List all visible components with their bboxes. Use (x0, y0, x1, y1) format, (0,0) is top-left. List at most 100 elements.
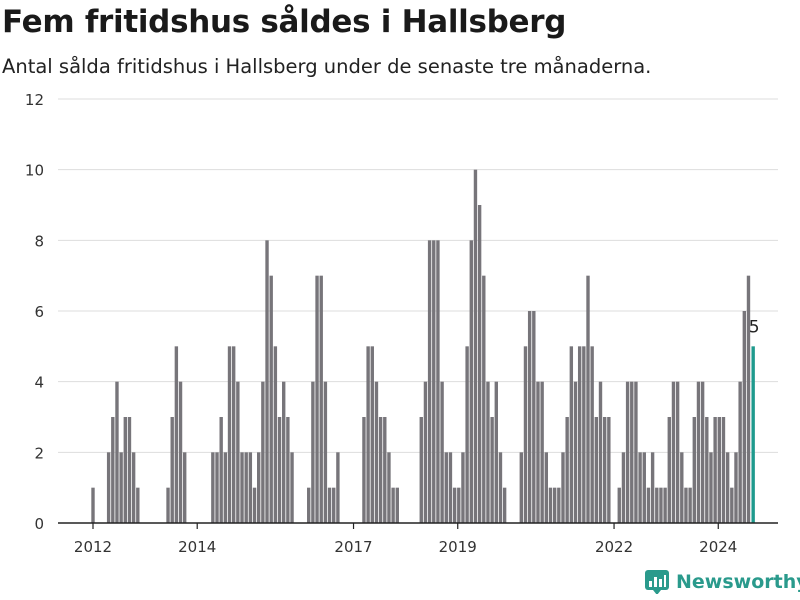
bar (663, 487, 667, 523)
bar (630, 381, 634, 523)
chart-title: Fem fritidshus såldes i Hallsberg (2, 4, 567, 40)
bar (432, 240, 436, 523)
bar (586, 275, 590, 523)
bar (561, 452, 565, 523)
bar (738, 381, 742, 523)
bar (486, 381, 490, 523)
bar (734, 452, 738, 523)
chart-subtitle: Antal sålda fritidshus i Hallsberg under… (2, 55, 652, 78)
bar (219, 417, 223, 523)
y-tick-label: 2 (34, 444, 44, 462)
bar (646, 487, 651, 523)
bar (178, 381, 183, 523)
bar (290, 452, 294, 523)
x-tick-label: 2017 (334, 538, 372, 556)
bar (227, 346, 232, 523)
bar (461, 452, 465, 523)
y-axis-labels: 0 2 4 6 8 10 12 (25, 91, 44, 533)
bar (91, 487, 95, 523)
bar (111, 417, 115, 523)
bar (332, 487, 336, 523)
bar (465, 346, 469, 523)
bar (127, 417, 132, 523)
bar (469, 240, 473, 523)
bar (436, 240, 440, 523)
bar (374, 381, 379, 523)
bar (319, 275, 323, 523)
bar (419, 417, 423, 523)
bar (598, 381, 603, 523)
bar (448, 452, 453, 523)
bar (311, 381, 315, 523)
bar (240, 452, 244, 523)
bar (252, 487, 257, 523)
bar (119, 452, 123, 523)
bar (544, 452, 549, 523)
bar (457, 487, 461, 523)
bar (166, 487, 170, 523)
bar (642, 452, 646, 523)
x-tick-label: 2012 (74, 538, 112, 556)
annotations: 5 (749, 317, 760, 337)
y-tick-label: 10 (25, 162, 44, 180)
bar (565, 417, 569, 523)
bar (427, 240, 432, 523)
bar (590, 346, 594, 523)
bar (548, 487, 553, 523)
bar (423, 381, 428, 523)
bar (131, 452, 136, 523)
gridlines (58, 98, 778, 453)
x-tick-label: 2019 (439, 538, 477, 556)
bar (327, 487, 332, 523)
bar (746, 275, 751, 523)
bar (383, 417, 387, 523)
bar (115, 381, 119, 523)
bar (523, 346, 528, 523)
bar (684, 487, 688, 523)
bar (502, 487, 507, 523)
bar (315, 275, 319, 523)
bar (638, 452, 642, 523)
bar (680, 452, 684, 523)
bar (223, 452, 228, 523)
bar (498, 452, 503, 523)
bar (244, 452, 248, 523)
newsworthy-logo[interactable]: Newsworthy (645, 570, 800, 594)
bar (482, 275, 486, 523)
bar (692, 417, 696, 523)
bar (713, 417, 717, 523)
bar (490, 417, 494, 523)
bar (569, 346, 574, 523)
bar (582, 346, 586, 523)
bar (336, 452, 340, 523)
bar (659, 487, 663, 523)
bar (269, 275, 273, 523)
bar (473, 169, 478, 524)
y-tick-label: 12 (25, 91, 44, 109)
highlight-bar (751, 346, 755, 523)
bar (527, 311, 532, 523)
y-tick-label: 0 (34, 515, 44, 533)
bar (236, 381, 240, 523)
y-tick-label: 8 (34, 232, 44, 250)
bar (286, 417, 290, 523)
x-axis: 2012 2014 2017 2019 2022 2024 (58, 522, 778, 556)
bar (387, 452, 391, 523)
bar (594, 417, 599, 523)
bar (106, 452, 111, 523)
bar (174, 346, 179, 523)
bar (577, 346, 582, 523)
bar (717, 417, 721, 523)
bar (282, 381, 286, 523)
bar (536, 381, 540, 523)
bar (650, 452, 655, 523)
bar (444, 452, 448, 523)
bar (362, 417, 366, 523)
bar (532, 311, 536, 523)
bar (705, 417, 709, 523)
bar (231, 346, 236, 523)
bar (366, 346, 370, 523)
bar (257, 452, 261, 523)
data-label: 5 (749, 317, 760, 337)
